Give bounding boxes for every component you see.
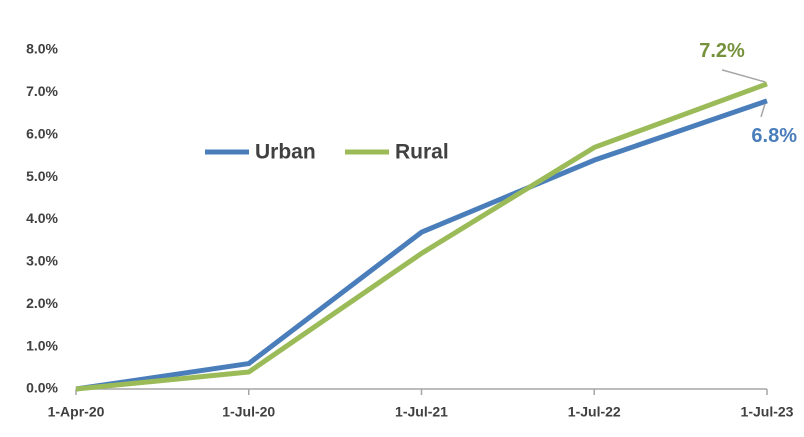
x-tick-label: 1-Jul-21 (395, 404, 448, 420)
value-label: 6.8% (751, 125, 797, 147)
y-tick-label: 2.0% (26, 295, 58, 311)
y-tick-label: 0.0% (26, 380, 58, 396)
x-tick-label: 1-Jul-23 (741, 404, 794, 420)
y-tick-label: 8.0% (26, 41, 58, 57)
y-tick-label: 3.0% (26, 253, 58, 269)
series-line (75, 81, 768, 392)
legend-label: Urban (255, 141, 316, 164)
y-tick-label: 5.0% (26, 168, 58, 184)
series-line (75, 98, 768, 392)
x-tick-label: 1-Jul-22 (568, 404, 621, 420)
y-tick-label: 7.0% (26, 83, 58, 99)
y-tick-label: 6.0% (26, 125, 58, 141)
x-tick-label: 1-Apr-20 (48, 404, 105, 420)
value-label: 7.2% (699, 40, 745, 62)
leader-line (760, 103, 766, 118)
legend-label: Rural (395, 141, 449, 164)
x-tick-label: 1-Jul-20 (222, 404, 275, 420)
y-tick-label: 4.0% (26, 210, 58, 226)
leader-line (721, 69, 766, 83)
y-tick-label: 1.0% (26, 337, 58, 353)
